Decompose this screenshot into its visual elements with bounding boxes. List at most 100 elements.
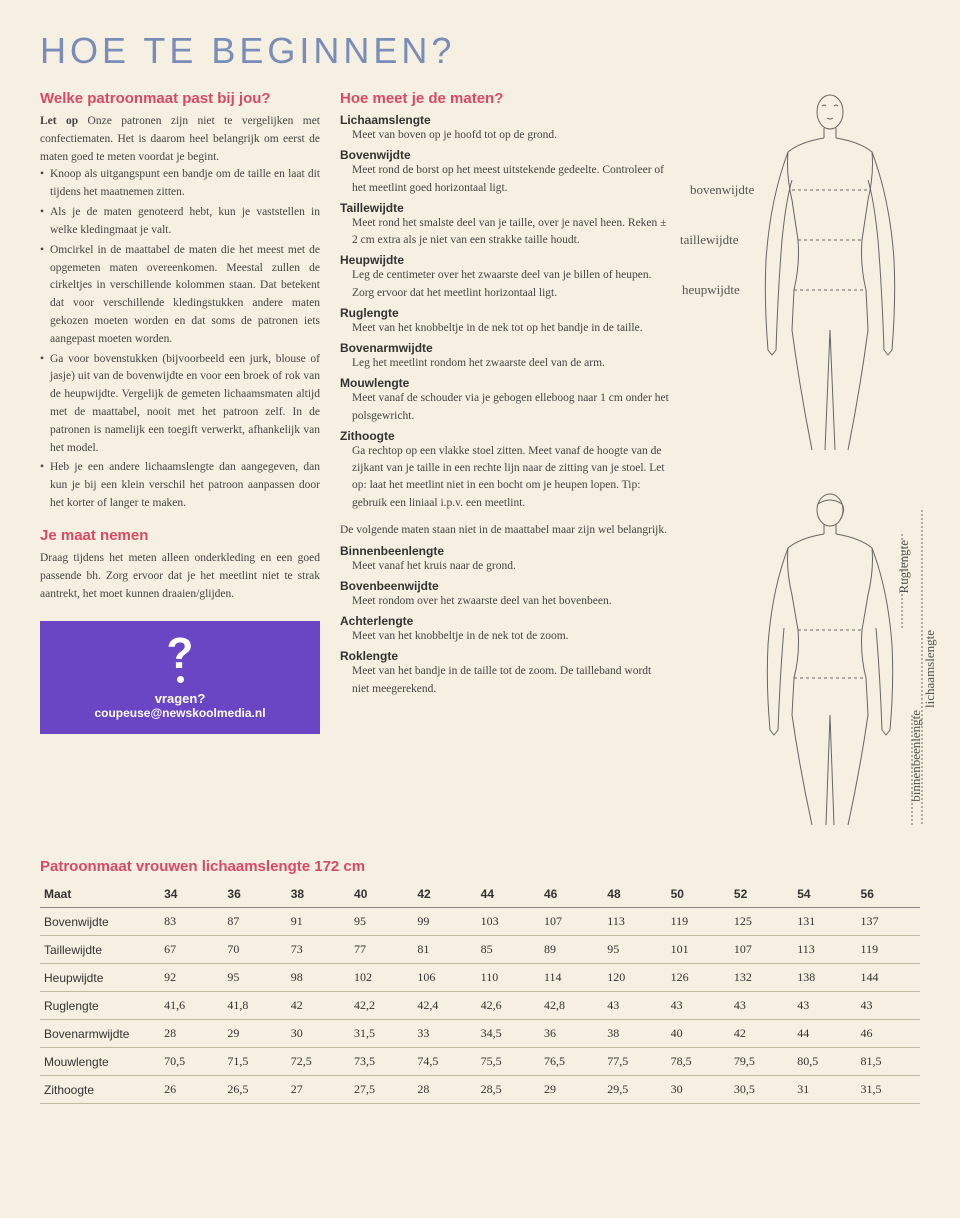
table-row: Bovenwijdte83879195991031071131191251311… [40, 908, 920, 936]
table-size-header: 52 [730, 881, 793, 908]
table-cell: 126 [667, 964, 730, 992]
table-cell: 95 [223, 964, 286, 992]
table-cell: 119 [857, 936, 920, 964]
measurement-name: Bovenwijdte [340, 148, 670, 162]
extra-measurement-list: BinnenbeenlengteMeet vanaf het kruis naa… [340, 544, 670, 698]
table-cell: 42 [287, 992, 350, 1020]
table-cell: 131 [793, 908, 856, 936]
table-cell: 30 [667, 1076, 730, 1104]
table-cell: 144 [857, 964, 920, 992]
table-cell: 83 [160, 908, 223, 936]
table-cell: 73,5 [350, 1048, 413, 1076]
table-size-header: 56 [857, 881, 920, 908]
measurement-name: Zithoogte [340, 429, 670, 443]
page-title: HOE TE BEGINNEN? [40, 30, 920, 72]
heading-patroonmaat: Welke patroonmaat past bij jou? [40, 90, 320, 107]
table-cell: 38 [603, 1020, 666, 1048]
table-cell: 41,8 [223, 992, 286, 1020]
table-cell: 31 [793, 1076, 856, 1104]
table-cell: 42,6 [477, 992, 540, 1020]
table-cell: 107 [540, 908, 603, 936]
table-cell: 119 [667, 908, 730, 936]
table-row-label: Heupwijdte [40, 964, 160, 992]
measurement-name: Achterlengte [340, 614, 670, 628]
table-cell: 29 [540, 1076, 603, 1104]
label-heupwijdte: heupwijdte [682, 282, 740, 298]
table-cell: 89 [540, 936, 603, 964]
measurement-block: BovenwijdteMeet rond de borst op het mee… [340, 148, 670, 197]
measurement-block: ZithoogteGa rechtop op een vlakke stoel … [340, 429, 670, 512]
measurement-name: Ruglengte [340, 306, 670, 320]
table-cell: 75,5 [477, 1048, 540, 1076]
size-table: Maat343638404244464850525456 Bovenwijdte… [40, 881, 920, 1104]
table-cell: 43 [603, 992, 666, 1020]
table-cell: 125 [730, 908, 793, 936]
column-right: bovenwijdte taillewijdte heupwijdte [690, 90, 920, 830]
measurement-block: RuglengteMeet van het knobbeltje in de n… [340, 306, 670, 337]
table-row-label: Bovenwijdte [40, 908, 160, 936]
table-cell: 114 [540, 964, 603, 992]
table-cell: 43 [730, 992, 793, 1020]
table-cell: 85 [477, 936, 540, 964]
table-cell: 95 [603, 936, 666, 964]
question-line1: vragen? [54, 691, 306, 706]
table-cell: 72,5 [287, 1048, 350, 1076]
table-size-header: 36 [223, 881, 286, 908]
table-body: Bovenwijdte83879195991031071131191251311… [40, 908, 920, 1104]
table-cell: 95 [350, 908, 413, 936]
measurement-desc: Meet rond het smalste deel van je taille… [340, 215, 670, 250]
table-size-header: 54 [793, 881, 856, 908]
table-cell: 43 [857, 992, 920, 1020]
question-box: ? vragen? coupeuse@newskoolmedia.nl [40, 621, 320, 734]
table-cell: 92 [160, 964, 223, 992]
table-cell: 99 [413, 908, 476, 936]
table-cell: 41,6 [160, 992, 223, 1020]
measurement-block: TaillewijdteMeet rond het smalste deel v… [340, 201, 670, 250]
measurement-list: LichaamslengteMeet van boven op je hoofd… [340, 113, 670, 512]
table-cell: 138 [793, 964, 856, 992]
table-cell: 43 [667, 992, 730, 1020]
table-cell: 113 [603, 908, 666, 936]
table-size-header: 40 [350, 881, 413, 908]
maat-nemen-text: Draag tijdens het meten alleen onderkled… [40, 550, 320, 603]
measurement-block: RoklengteMeet van het bandje in de taill… [340, 649, 670, 698]
table-header-label: Maat [40, 881, 160, 908]
table-row-label: Mouwlengte [40, 1048, 160, 1076]
table-cell: 31,5 [350, 1020, 413, 1048]
table-cell: 81 [413, 936, 476, 964]
table-row: Ruglengte41,641,84242,242,442,642,843434… [40, 992, 920, 1020]
table-cell: 42,8 [540, 992, 603, 1020]
table-cell: 103 [477, 908, 540, 936]
question-email: coupeuse@newskoolmedia.nl [54, 706, 306, 720]
measurement-name: Bovenarmwijdte [340, 341, 670, 355]
measurement-name: Taillewijdte [340, 201, 670, 215]
size-table-section: Patroonmaat vrouwen lichaamslengte 172 c… [40, 858, 920, 1104]
table-cell: 80,5 [793, 1048, 856, 1076]
table-cell: 132 [730, 964, 793, 992]
table-row: Zithoogte2626,52727,52828,52929,53030,53… [40, 1076, 920, 1104]
table-cell: 31,5 [857, 1076, 920, 1104]
table-cell: 78,5 [667, 1048, 730, 1076]
bullet-item: Ga voor bovenstukken (bijvoorbeeld een j… [40, 351, 320, 458]
measurement-block: MouwlengteMeet vanaf de schouder via je … [340, 376, 670, 425]
table-cell: 73 [287, 936, 350, 964]
table-cell: 44 [793, 1020, 856, 1048]
table-row-label: Taillewijdte [40, 936, 160, 964]
label-taillewijdte: taillewijdte [680, 232, 738, 248]
table-heading: Patroonmaat vrouwen lichaamslengte 172 c… [40, 858, 920, 875]
table-cell: 29 [223, 1020, 286, 1048]
measurement-desc: Meet rondom over het zwaarste deel van h… [340, 593, 670, 610]
table-cell: 110 [477, 964, 540, 992]
table-cell: 29,5 [603, 1076, 666, 1104]
table-cell: 42,4 [413, 992, 476, 1020]
table-size-header: 38 [287, 881, 350, 908]
heading-maat-nemen: Je maat nemen [40, 527, 320, 544]
table-cell: 28,5 [477, 1076, 540, 1104]
table-cell: 34,5 [477, 1020, 540, 1048]
table-size-header: 34 [160, 881, 223, 908]
extra-intro: De volgende maten staan niet in de maatt… [340, 522, 670, 540]
measurement-desc: Meet vanaf het kruis naar de grond. [340, 558, 670, 575]
table-cell: 91 [287, 908, 350, 936]
table-cell: 81,5 [857, 1048, 920, 1076]
measurement-block: HeupwijdteLeg de centimeter over het zwa… [340, 253, 670, 302]
